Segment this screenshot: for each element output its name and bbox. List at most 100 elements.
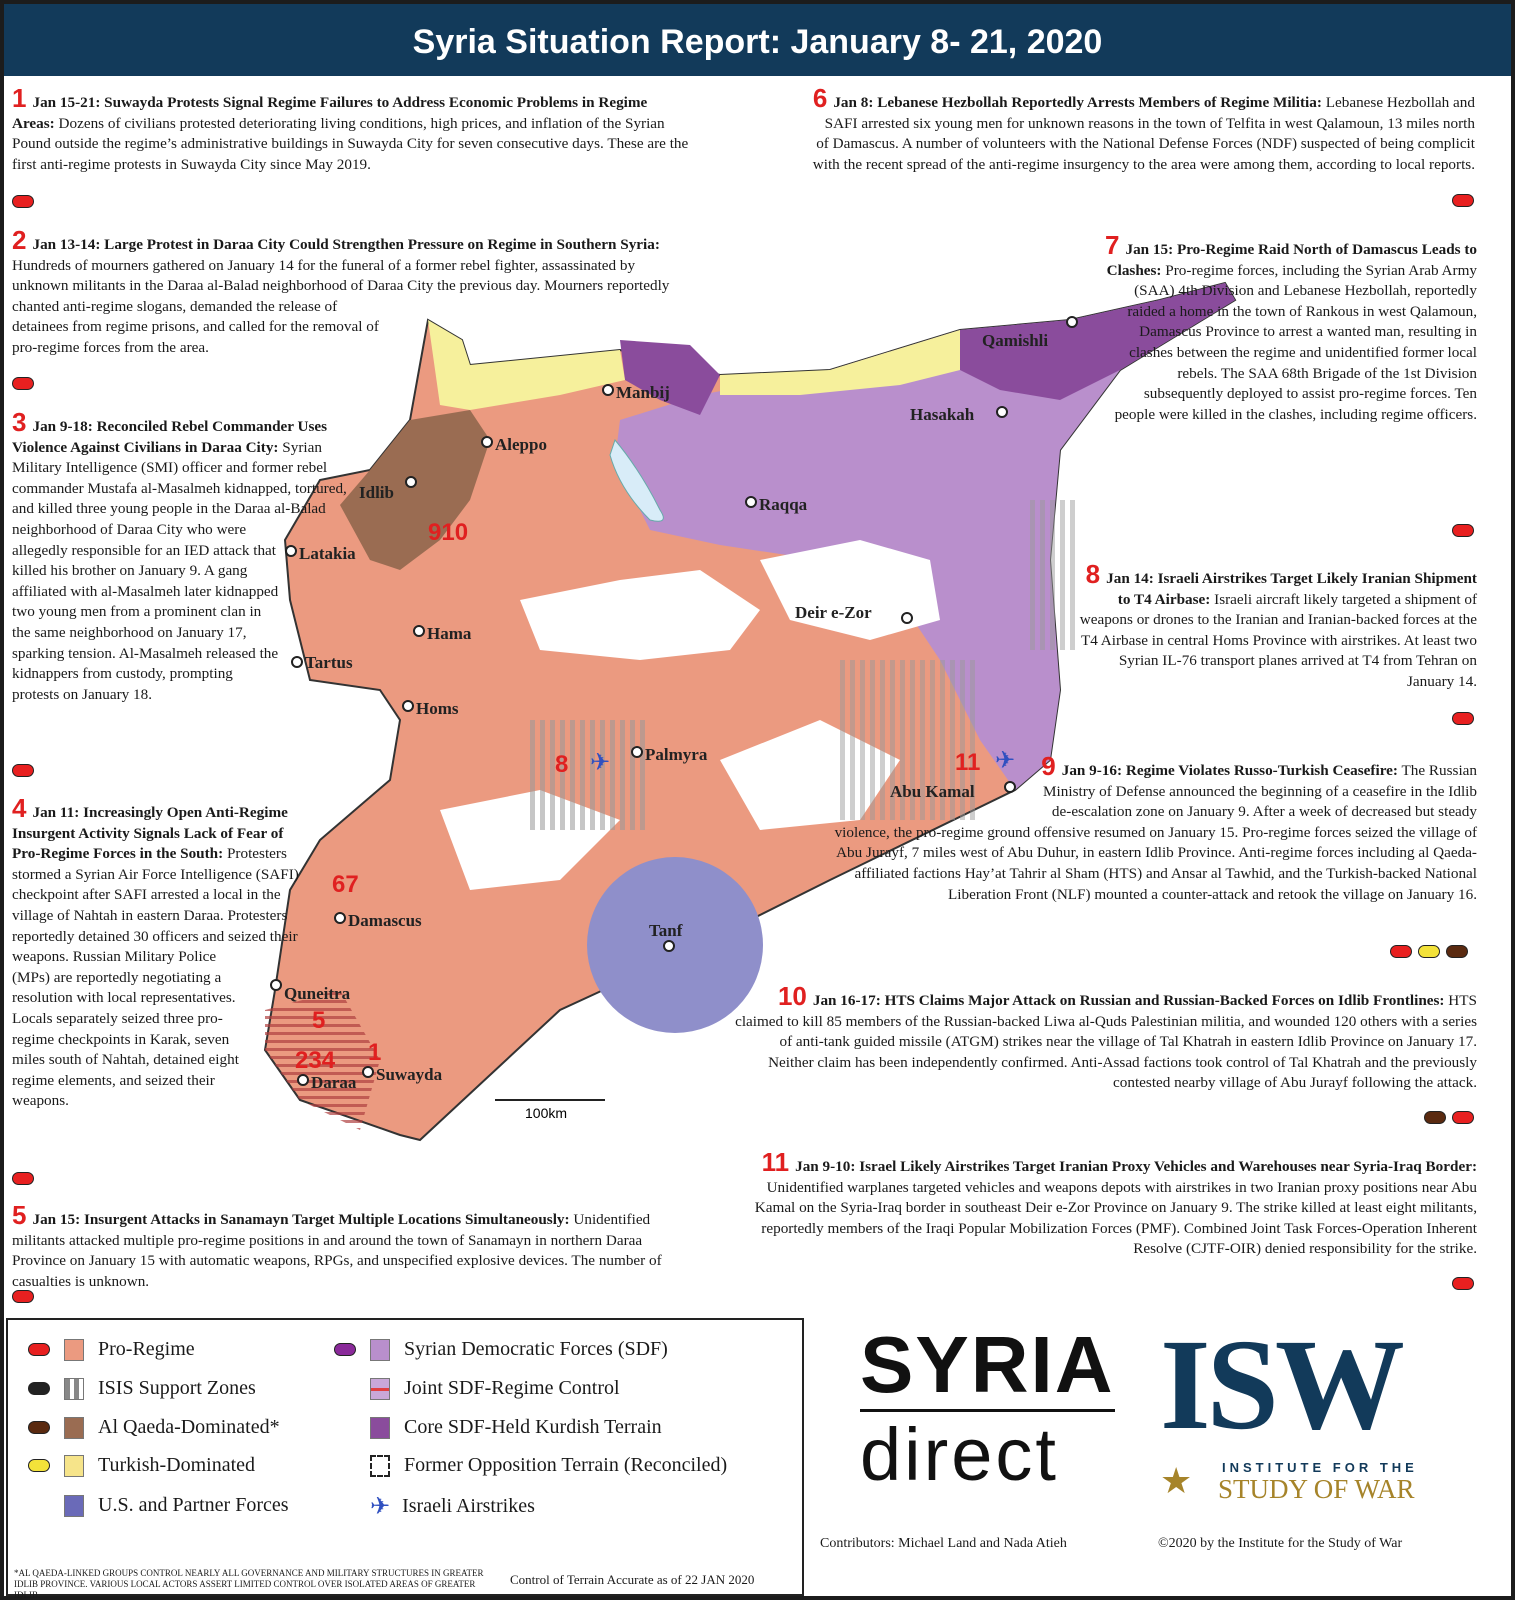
city-label: Damascus	[348, 911, 422, 930]
israeli-airstrike-icon: ✈	[590, 750, 610, 776]
legend: Pro-Regime ISIS Support Zones Al Qaeda-D…	[6, 1318, 804, 1600]
city-marker	[901, 612, 913, 624]
legend-pro-regime: Pro-Regime	[28, 1338, 195, 1361]
event-2: 2 Jan 13-14: Large Protest in Daraa City …	[12, 227, 672, 392]
map-event-marker: 67	[332, 871, 359, 898]
swatch-icon	[370, 1377, 390, 1400]
reconciled-area	[265, 990, 380, 1130]
city-marker	[631, 746, 643, 758]
legend-label: Turkish-Dominated	[98, 1454, 256, 1476]
event-number: 9	[1041, 751, 1056, 781]
event-number: 2	[12, 225, 27, 255]
city-label: Aleppo	[495, 435, 547, 454]
logo-text: direct	[860, 1413, 1059, 1496]
city-marker	[297, 1074, 309, 1086]
pro-regime-oval-icon	[1452, 194, 1474, 207]
turkish-area	[428, 320, 960, 410]
footnote: *AL QAEDA-LINKED GROUPS CONTROL NEARLY A…	[14, 1568, 484, 1600]
city-marker	[1004, 781, 1016, 793]
core-sdf-area	[620, 283, 1235, 415]
legend-core-sdf: Core SDF-Held Kurdish Terrain	[370, 1416, 662, 1439]
event-3: 3 Jan 9-18: Reconciled Rebel Commander Us…	[12, 409, 357, 705]
legend-label: Core SDF-Held Kurdish Terrain	[404, 1416, 662, 1438]
legend-label: Former Opposition Terrain (Reconciled)	[404, 1454, 728, 1476]
city-label: Deir e-Zor	[795, 603, 872, 622]
event-heading: Jan 15-21: Suwayda Protests Signal Regim…	[12, 94, 648, 132]
event-body: Hundreds of mourners gathered on January…	[12, 256, 670, 356]
pro-regime-oval-icon	[1452, 1111, 1474, 1124]
event-6: 6 Jan 8: Lebanese Hezbollah Reportedly Ar…	[810, 85, 1475, 175]
event-8-dots	[1452, 712, 1474, 725]
syria-map: Manbij Qamishli Hasakah Aleppo Idlib Latakia R…	[263, 281, 1237, 1142]
city-label: Hama	[427, 624, 472, 643]
event-heading: Jan 15: Pro-Regime Raid North of Damascu…	[1106, 241, 1478, 279]
legend-label: U.S. and Partner Forces	[98, 1494, 289, 1516]
event-body: HTS claimed to kill 85 members of the Ru…	[735, 992, 1477, 1092]
legend-turkish: Turkish-Dominated	[28, 1454, 255, 1477]
event-heading: Jan 13-14: Large Protest in Daraa City C…	[32, 236, 660, 253]
event-3-dots	[12, 764, 34, 777]
swatch-icon	[370, 1416, 390, 1439]
event-body: Dozens of civilians protested deteriorat…	[12, 114, 689, 173]
lake-assad	[609, 438, 664, 522]
pro-regime-oval-icon	[1452, 712, 1474, 725]
event-number: 5	[12, 1200, 27, 1230]
event-heading: Jan 8: Lebanese Hezbollah Reportedly Arr…	[833, 94, 1322, 111]
al-qaeda-oval-icon	[1424, 1111, 1446, 1124]
city-marker	[1066, 316, 1078, 328]
map-event-marker: 910	[428, 519, 468, 546]
turkish-oval-icon	[1418, 945, 1440, 958]
syria-direct-logo: SYRIA direct	[860, 1325, 1115, 1498]
contributors: Contributors: Michael Land and Nada Atie…	[820, 1536, 1067, 1551]
event-1-dots	[12, 195, 34, 208]
legend-label: Pro-Regime	[98, 1338, 195, 1360]
event-number: 8	[1085, 559, 1101, 589]
legend-label: Al Qaeda-Dominated*	[98, 1416, 280, 1438]
pro-regime-oval-icon	[1452, 1277, 1474, 1290]
event-number: 4	[12, 793, 27, 823]
map-event-marker: 1	[368, 1039, 381, 1066]
event-body: Pro-regime forces, including the Syrian …	[1114, 261, 1477, 423]
event-9: 9 Jan 9-16: Regime Violates Russo-Turkish…	[820, 753, 1477, 905]
city-marker	[996, 406, 1008, 418]
legend-label: Syrian Democratic Forces (SDF)	[404, 1338, 668, 1360]
event-body: Unidentified warplanes targeted vehicles…	[754, 1178, 1477, 1258]
swatch-icon	[64, 1454, 84, 1477]
city-label: Palmyra	[645, 745, 708, 764]
event-number: 6	[812, 83, 828, 113]
event-heading: Jan 9-16: Regime Violates Russo-Turkish …	[1061, 762, 1398, 779]
event-number: 11	[761, 1147, 790, 1177]
wrap-spacer	[279, 530, 357, 695]
swatch-icon	[64, 1416, 84, 1439]
city-marker	[334, 912, 346, 924]
city-label: Homs	[416, 699, 459, 718]
map-event-marker: 5	[312, 1007, 325, 1034]
event-number: 7	[1105, 230, 1120, 260]
city-label: Idlib	[359, 483, 394, 502]
city-label: Manbij	[616, 383, 670, 402]
map-event-marker: 11	[955, 749, 980, 776]
city-label: Suwayda	[376, 1065, 443, 1084]
legend-label: Israeli Airstrikes	[402, 1495, 535, 1517]
logo-text: SYRIA	[860, 1325, 1115, 1412]
event-heading: Jan 9-18: Reconciled Rebel Commander Use…	[12, 418, 328, 456]
oval-icon	[28, 1459, 50, 1472]
city-label: Daraa	[311, 1073, 357, 1092]
israeli-airstrike-icon: ✈	[995, 748, 1015, 774]
swatch-icon	[64, 1494, 84, 1517]
legend-reconciled: Former Opposition Terrain (Reconciled)	[370, 1454, 727, 1477]
event-number: 3	[12, 407, 27, 437]
isw-logo: ISW ★ INSTITUTE FOR THE STUDY OF WAR	[1160, 1320, 1415, 1504]
swatch-icon	[64, 1377, 84, 1400]
event-10-dots	[1424, 1111, 1474, 1124]
al-qaeda-oval-icon	[1446, 945, 1468, 958]
pro-regime-oval-icon	[12, 377, 34, 390]
city-marker	[362, 1066, 374, 1078]
pro-regime-oval-icon	[12, 1172, 34, 1185]
event-heading: Jan 11: Increasingly Open Anti-Regime In…	[12, 804, 288, 863]
event-4: 4 Jan 11: Increasingly Open Anti-Regime I…	[12, 795, 302, 1112]
event-5-dots	[12, 1290, 34, 1303]
city-label: Latakia	[299, 544, 356, 563]
event-1: 1 Jan 15-21: Suwayda Protests Signal Regi…	[12, 85, 692, 175]
event-11: 11 Jan 9-10: Israel Likely Airstrikes Tar…	[735, 1149, 1477, 1260]
